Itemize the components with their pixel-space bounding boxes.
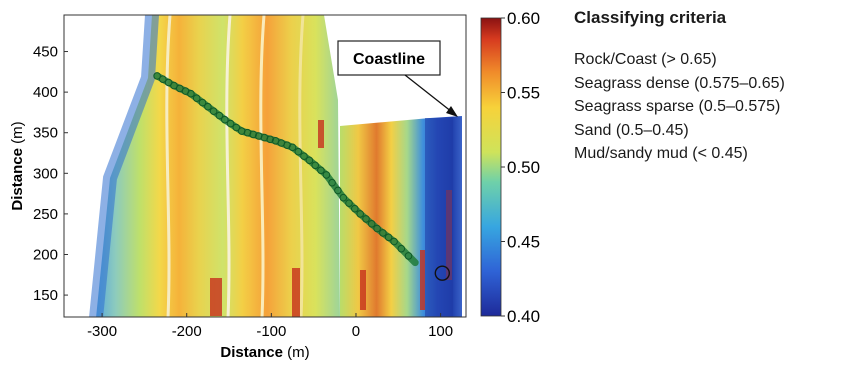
criteria-item-sand: Sand (0.5–0.45) [574,119,852,143]
y-axis: 150 200 250 300 350 400 450 [33,44,68,305]
criteria-item-mud: Mud/sandy mud (< 0.45) [574,142,852,166]
colorbar-tick-label: 0.55 [507,84,540,103]
criteria-panel: Classifying criteria Rock/Coast (> 0.65)… [574,8,852,166]
criteria-item-seagrass-sparse: Seagrass sparse (0.5–0.575) [574,95,852,119]
criteria-item-rock: Rock/Coast (> 0.65) [574,48,852,72]
y-axis-label: Distance (m) [9,121,26,210]
colorbar-tick-label: 0.60 [507,9,540,28]
colorbar-tick-label: 0.45 [507,233,540,252]
colorbar [481,18,501,316]
high-value-patch [210,278,222,316]
x-tick-label: 0 [352,323,360,340]
criteria-item-seagrass-dense: Seagrass dense (0.575–0.65) [574,72,852,96]
x-axis-label-unit: (m) [283,344,310,361]
x-tick-label: -100 [256,323,286,340]
annotation-text: Coastline [353,51,425,68]
high-value-patch [360,270,366,310]
y-tick-label: 150 [33,287,58,304]
x-axis-label-main: Distance [220,344,283,361]
colorbar-tick-label: 0.50 [507,158,540,177]
deep-blue-band [425,118,453,318]
x-tick-label: 100 [428,323,453,340]
colorbar-tick-label: 0.40 [507,307,540,326]
y-tick-label: 400 [33,84,58,101]
y-tick-label: 200 [33,246,58,263]
high-value-patch [420,250,425,310]
high-value-patch [318,120,324,148]
y-tick-label: 450 [33,44,58,61]
criteria-title: Classifying criteria [574,8,852,28]
y-tick-label: 350 [33,125,58,142]
x-axis-label: Distance (m) [220,344,309,361]
y-axis-label-unit: (m) [9,121,26,148]
x-tick-label: -200 [172,323,202,340]
colorbar-ticks: 0.60 0.55 0.50 0.45 0.40 [501,9,540,326]
y-tick-label: 300 [33,165,58,182]
x-tick-label: -300 [87,323,117,340]
high-value-patch [292,268,300,318]
criteria-list: Rock/Coast (> 0.65) Seagrass dense (0.57… [574,48,852,166]
y-axis-label-main: Distance [9,148,26,211]
y-tick-label: 250 [33,206,58,223]
